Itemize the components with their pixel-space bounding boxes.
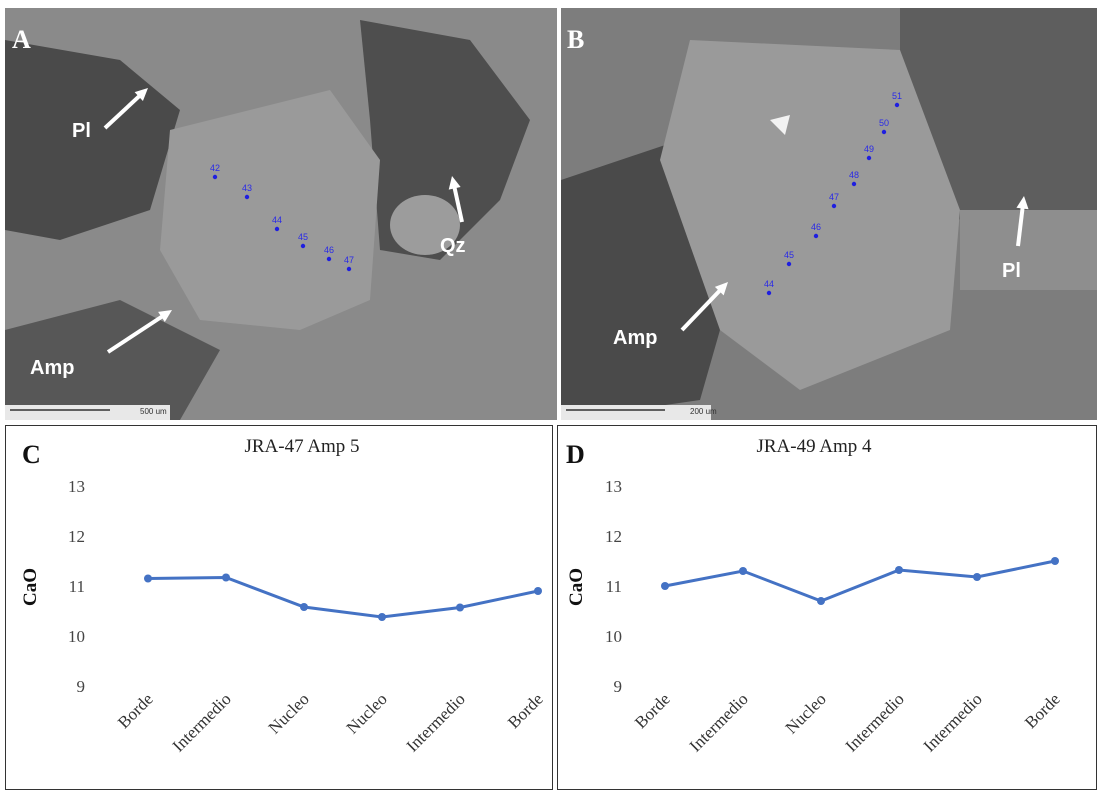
arrow-head <box>1016 196 1029 210</box>
analysis-spot <box>831 203 837 209</box>
panel-label: C <box>22 440 41 469</box>
arrow-head <box>714 282 728 296</box>
data-point <box>456 603 464 612</box>
spot-label: 46 <box>811 222 821 232</box>
y-tick-label: 9 <box>614 677 623 696</box>
spot-label: 48 <box>849 170 859 180</box>
spot-label: 49 <box>864 144 874 154</box>
y-tick-label: 12 <box>68 527 85 546</box>
arrow-head <box>158 310 172 323</box>
chart-title: JRA-49 Amp 4 <box>756 436 872 457</box>
spot-label: 44 <box>764 279 774 289</box>
spot-label: 47 <box>829 192 839 202</box>
analysis-spot <box>866 155 872 161</box>
panel-label: B <box>567 25 584 54</box>
mineral-label: Pl <box>72 120 91 142</box>
spot-label: 44 <box>272 215 282 225</box>
y-tick-label: 10 <box>605 627 622 646</box>
spot-label: 50 <box>879 118 889 128</box>
spot-label: 43 <box>242 183 252 193</box>
y-axis-label: CaO <box>566 568 587 606</box>
data-line <box>664 559 1056 603</box>
analysis-spot <box>300 243 306 249</box>
chart-title: JRA-47 Amp 5 <box>244 436 359 457</box>
arrow <box>1016 203 1026 247</box>
panel-frame <box>557 425 1097 790</box>
panel-label: A <box>12 25 31 54</box>
analysis-spot <box>212 174 218 180</box>
x-tick-label: Borde <box>504 689 547 732</box>
panel-frame <box>5 425 553 790</box>
analysis-spot <box>894 102 900 108</box>
spot-label: 51 <box>892 91 902 101</box>
analysis-spot <box>786 261 792 267</box>
data-point <box>144 574 152 583</box>
y-tick-label: 10 <box>68 627 85 646</box>
data-point <box>895 566 903 574</box>
scale-bar-label: 200 um <box>690 407 717 416</box>
x-tick-label: Intermedio <box>169 689 235 755</box>
analysis-spot <box>813 233 819 239</box>
x-tick-label: Nucleo <box>265 689 313 737</box>
micrograph-b <box>561 8 1097 420</box>
x-tick-label: Borde <box>631 689 674 732</box>
analysis-spot <box>326 256 332 262</box>
data-point <box>222 573 230 582</box>
data-point <box>534 587 542 595</box>
spot-label: 47 <box>344 255 354 265</box>
spot-label: 42 <box>210 163 220 173</box>
data-point <box>378 613 386 621</box>
x-tick-label: Intermedio <box>920 689 986 755</box>
x-tick-label: Intermedio <box>842 689 908 755</box>
arrow <box>106 312 167 354</box>
data-line <box>147 575 539 619</box>
x-tick-label: Borde <box>1021 689 1064 732</box>
data-point <box>300 603 308 611</box>
data-point <box>973 573 981 581</box>
x-tick-label: Nucleo <box>343 689 391 737</box>
spot-label: 45 <box>298 232 308 242</box>
analysis-spot <box>881 129 887 135</box>
arrow <box>680 286 724 332</box>
y-tick-label: 13 <box>68 477 85 496</box>
analysis-spot <box>346 266 352 272</box>
arrow <box>103 91 144 130</box>
y-tick-label: 11 <box>606 577 622 596</box>
analysis-spot <box>274 226 280 232</box>
data-point <box>1051 557 1059 565</box>
spot-label: 45 <box>784 250 794 260</box>
analysis-spot <box>851 181 857 187</box>
y-axis-label: CaO <box>20 568 41 606</box>
data-point <box>817 597 825 605</box>
data-point <box>739 567 747 575</box>
micrograph-a <box>5 8 557 420</box>
arrow-head <box>134 88 148 102</box>
mineral-label: Amp <box>613 327 657 349</box>
arrow-head <box>448 176 461 190</box>
arrow <box>451 183 464 223</box>
y-tick-label: 9 <box>77 677 86 696</box>
data-point <box>661 582 669 590</box>
y-tick-label: 11 <box>69 577 85 596</box>
mineral-label: Qz <box>440 235 466 257</box>
y-tick-label: 12 <box>605 527 622 546</box>
x-tick-label: Intermedio <box>686 689 752 755</box>
panel-label: D <box>566 440 585 469</box>
mineral-label: Pl <box>1002 260 1021 282</box>
x-tick-label: Nucleo <box>782 689 830 737</box>
analysis-spot <box>244 194 250 200</box>
x-tick-label: Intermedio <box>403 689 469 755</box>
x-tick-label: Borde <box>114 689 157 732</box>
scale-bar-label: 500 um <box>140 407 167 416</box>
analysis-spot <box>766 290 772 296</box>
mineral-label: Amp <box>30 357 74 379</box>
spot-label: 46 <box>324 245 334 255</box>
y-tick-label: 13 <box>605 477 622 496</box>
